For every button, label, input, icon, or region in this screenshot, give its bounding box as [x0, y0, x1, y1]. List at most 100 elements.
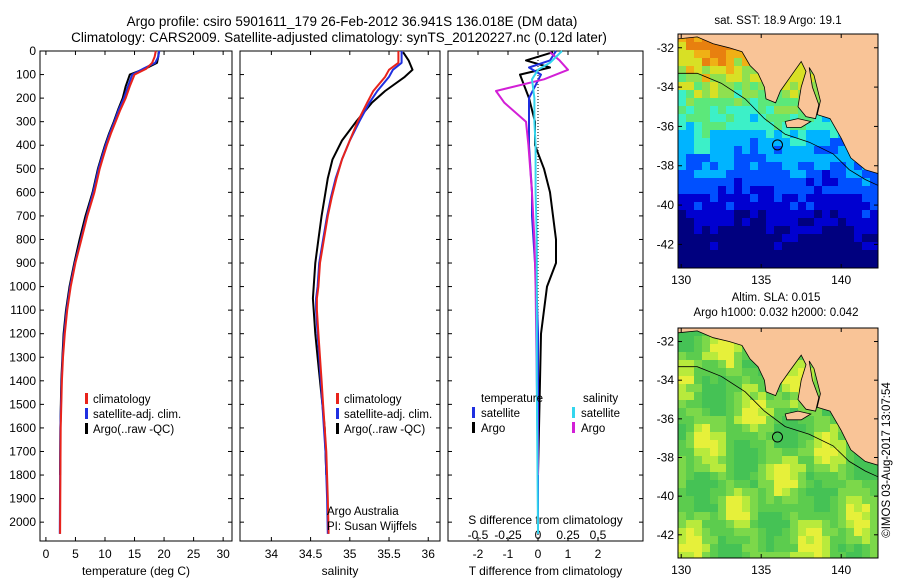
y-tick-label: 100 — [16, 68, 36, 82]
kangaroo-island — [784, 410, 812, 421]
lon-tick-label: 135 — [751, 273, 771, 287]
x-tick-label: 0 — [535, 547, 542, 561]
shelf-contour — [678, 366, 878, 478]
s-tick-label: 0.25 — [556, 528, 580, 542]
legend-label: Argo — [581, 423, 605, 435]
legend-climatology-swatch — [85, 393, 88, 404]
lat-tick-label: -36 — [657, 412, 675, 426]
legend-s-argo-swatch — [572, 422, 575, 433]
x-tick-label: 5 — [72, 547, 79, 561]
difference-panel-frame — [447, 50, 644, 542]
legend-s-satellite-swatch — [572, 407, 575, 418]
x-tick-label: 20 — [157, 547, 171, 561]
sla-map-title: Altim. SLA: 0.015 — [732, 292, 821, 304]
x-tick-label: 36 — [422, 547, 436, 561]
sla-map: -32 -34 -36 -38 -40 -42 130 135 140 — [657, 327, 879, 577]
y-tick-label: 1400 — [9, 374, 36, 388]
s-difference-label: S difference from climatology — [468, 513, 623, 527]
x-tick-label: 34.5 — [299, 547, 323, 561]
lon-tick-label: 130 — [671, 563, 691, 577]
lat-tick-label: -34 — [657, 80, 675, 94]
argo-position-marker — [771, 139, 783, 151]
y-tick-label: 800 — [16, 232, 36, 246]
x-tick-label: 15 — [128, 547, 142, 561]
legend-s-header: salinity — [583, 393, 618, 405]
salinity-panel-frame — [239, 50, 441, 542]
legend-satellite-swatch — [85, 408, 88, 419]
t-difference-label: T difference from climatology — [469, 564, 623, 578]
temperature-satellite-line — [58, 50, 161, 534]
legend-label: Argo — [481, 423, 505, 435]
y-tick-label: 300 — [16, 115, 36, 129]
legend-label: satellite — [581, 408, 620, 420]
argo-australia-note: Argo Australia — [327, 506, 399, 518]
y-tick-label: 0 — [29, 44, 36, 58]
s-diff-argo-line — [495, 51, 569, 476]
x-tick-label: 30 — [216, 547, 230, 561]
legend-satellite-swatch — [336, 408, 339, 419]
y-tick-label: 600 — [16, 185, 36, 199]
lon-tick-label: 135 — [751, 563, 771, 577]
x-tick-label: 0 — [43, 547, 50, 561]
lat-tick-label: -36 — [657, 119, 675, 133]
s-diff-satellite-line — [531, 50, 563, 534]
land-mass — [678, 328, 878, 466]
legend-label: Argo(..raw -QC) — [93, 424, 174, 436]
legend-label: satellite-adj. clim. — [93, 409, 181, 421]
salinity-satellite-line — [315, 51, 403, 534]
sla-map-subtitle: Argo h1000: 0.032 h2000: 0.042 — [694, 307, 859, 319]
y-tick-label: 1000 — [9, 280, 36, 294]
x-tick-label: 35 — [343, 547, 357, 561]
x-tick-label: 25 — [187, 547, 201, 561]
x-tick-label: 34 — [265, 547, 279, 561]
y-tick-label: 700 — [16, 209, 36, 223]
lat-tick-label: -42 — [657, 237, 675, 251]
lat-tick-label: -40 — [657, 489, 675, 503]
salinity-climatology-line — [315, 51, 400, 534]
legend-label: satellite-adj. clim. — [344, 409, 432, 421]
kangaroo-island — [784, 118, 812, 128]
lon-tick-label: 140 — [831, 563, 851, 577]
lon-tick-label: 130 — [671, 273, 691, 287]
temperature-panel-frame — [39, 50, 233, 542]
pi-name-note: PI: Susan Wijffels — [327, 521, 417, 533]
legend-climatology-swatch — [336, 393, 339, 404]
t-diff-argo-line — [519, 51, 557, 476]
legend-label: Argo(..raw -QC) — [344, 424, 425, 436]
legend-label: satellite — [481, 408, 520, 420]
y-tick-label: 900 — [16, 256, 36, 270]
sla-field — [678, 328, 878, 558]
legend-t-satellite-swatch — [472, 407, 475, 418]
map-frame — [677, 33, 879, 269]
lat-tick-label: -40 — [657, 198, 675, 212]
s-tick-label: -0.5 — [468, 528, 489, 542]
land-mass — [678, 34, 878, 175]
sst-map-title: sat. SST: 18.9 Argo: 19.1 — [714, 15, 841, 27]
y-tick-label: 1700 — [9, 444, 36, 458]
y-tick-label: 1500 — [9, 397, 36, 411]
x-tick-label: -2 — [473, 547, 484, 561]
sst-field — [678, 34, 878, 268]
figure-title-line1: Argo profile: csiro 5901611_179 26-Feb-2… — [127, 14, 578, 29]
salinity-argo-line — [311, 51, 414, 476]
t-diff-satellite-line — [528, 50, 557, 534]
legend-t-header: temperature — [481, 393, 543, 405]
sst-map: -32 -34 -36 -38 -40 -42 130 135 140 — [657, 33, 879, 287]
y-tick-label: 200 — [16, 91, 36, 105]
s-tick-label: 0 — [535, 528, 542, 542]
temperature-climatology-line — [59, 50, 157, 534]
lat-tick-label: -42 — [657, 528, 675, 542]
legend-argo-swatch — [336, 423, 339, 434]
s-tick-label: -0.25 — [494, 528, 522, 542]
y-tick-label: 1200 — [9, 327, 36, 341]
figure-title-line2: Climatology: CARS2009. Satellite-adjuste… — [71, 30, 607, 45]
lat-tick-label: -38 — [657, 450, 675, 464]
s-tick-label: 0.5 — [590, 528, 607, 542]
map-frame — [677, 327, 879, 559]
y-tick-label: 1600 — [9, 421, 36, 435]
x-tick-label: 10 — [98, 547, 112, 561]
y-tick-label: 1900 — [9, 492, 36, 506]
temperature-axis-label: temperature (deg C) — [82, 564, 190, 578]
y-tick-label: 500 — [16, 162, 36, 176]
